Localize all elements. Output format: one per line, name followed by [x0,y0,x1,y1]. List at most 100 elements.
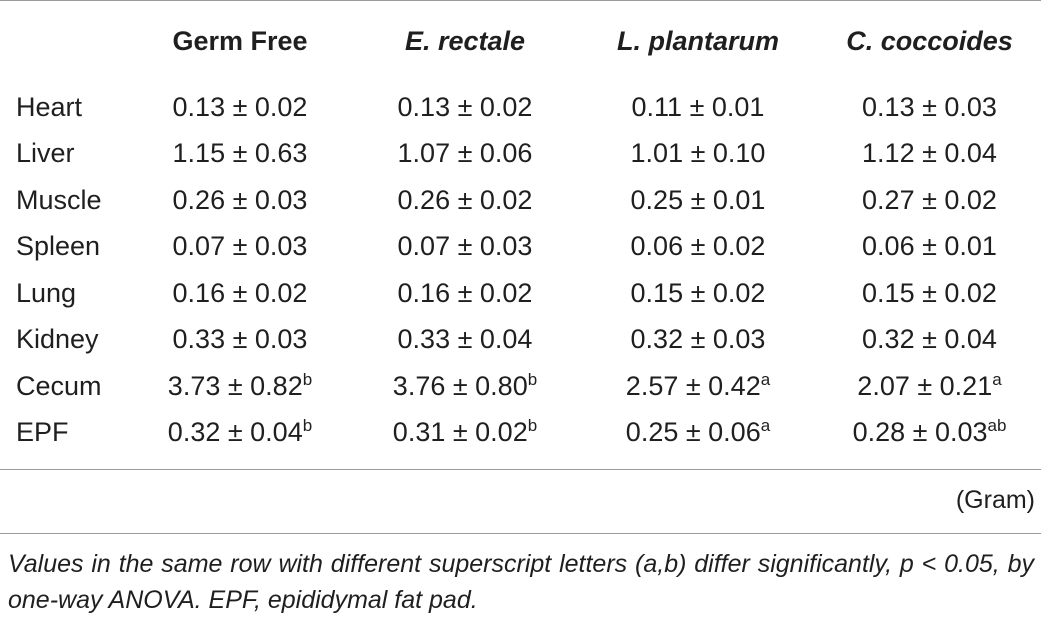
table-row: Kidney 0.33 ± 0.03 0.33 ± 0.04 0.32 ± 0.03 0… [0,317,1041,364]
cell-value: 0.16 ± 0.02 [172,277,308,308]
header-cell-blank [0,0,128,82]
table-cell: 0.25 ± 0.01 [578,177,818,224]
cell-value: 0.33 ± 0.04 [397,324,533,355]
table-row: Lung 0.16 ± 0.02 0.16 ± 0.02 0.15 ± 0.02 0.1… [0,270,1041,317]
cell-value: 2.57 ± 0.42 [625,370,761,401]
row-label: Heart [16,91,83,122]
cell-value: 0.26 ± 0.03 [172,184,308,215]
table-cell: 0.33 ± 0.04 [352,317,578,364]
cell-value: 0.06 ± 0.02 [630,231,766,262]
table-cell: 0.27 ± 0.02 [818,177,1041,224]
cell-value: 0.31 ± 0.02 [392,417,528,448]
significance-superscript: b [527,416,538,436]
cell-value: 0.15 ± 0.02 [862,277,997,308]
cell-value: 0.15 ± 0.02 [630,277,766,308]
cell-value: 0.27 ± 0.02 [862,184,997,215]
significance-superscript: b [302,369,313,389]
cell-value: 0.26 ± 0.02 [397,184,533,215]
cell-value: 0.28 ± 0.03 [852,417,988,448]
cell-value: 0.16 ± 0.02 [397,277,533,308]
footnote-rule [0,533,1041,534]
table-cell: 3.73 ± 0.82b [128,363,352,410]
table-bottom-rule [0,469,1041,470]
row-label: Spleen [16,231,101,262]
cell-value: 0.33 ± 0.03 [172,324,308,355]
table-cell: 0.32 ± 0.03 [578,317,818,364]
cell-value: 0.32 ± 0.04 [862,324,997,355]
table-row: Spleen 0.07 ± 0.03 0.07 ± 0.03 0.06 ± 0.02 0… [0,224,1041,271]
table-row: Heart 0.13 ± 0.02 0.13 ± 0.02 0.11 ± 0.01 0.… [0,82,1041,131]
table-row: EPF 0.32 ± 0.04b 0.31 ± 0.02b 0.25 ± 0.06a 0… [0,410,1041,457]
table-cell: 0.28 ± 0.03ab [818,410,1041,457]
row-label: Cecum [16,370,102,401]
significance-superscript: b [302,416,313,436]
table-cell: 0.31 ± 0.02b [352,410,578,457]
cell-value: 0.13 ± 0.02 [397,91,533,122]
unit-label: (Gram) [955,486,1035,514]
significance-superscript: a [992,369,1002,389]
cell-value: 0.25 ± 0.06 [625,417,761,448]
table-cell: 2.07 ± 0.21a [818,363,1041,410]
cell-value: 3.76 ± 0.80 [392,370,528,401]
significance-superscript: a [760,369,771,389]
row-label: Liver [16,138,75,169]
header-row: Germ Free E. rectale L. plantarum C. coc… [0,0,1041,82]
table-cell: 0.13 ± 0.03 [818,82,1041,131]
top-rule [0,0,1041,1]
table-cell: 1.15 ± 0.63 [128,131,352,178]
table-cell: 0.25 ± 0.06a [578,410,818,457]
cell-value: 0.07 ± 0.03 [172,231,308,262]
table-cell: 0.16 ± 0.02 [128,270,352,317]
table-cell: 0.26 ± 0.02 [352,177,578,224]
cell-value: 0.07 ± 0.03 [397,231,533,262]
table-cell: 0.11 ± 0.01 [578,82,818,131]
cell-value: 1.12 ± 0.04 [862,138,997,169]
cell-value: 0.13 ± 0.03 [862,91,997,122]
table-cell: 0.07 ± 0.03 [128,224,352,271]
cell-value: 1.15 ± 0.63 [172,138,308,169]
table-cell: 1.01 ± 0.10 [578,131,818,178]
table-cell: 0.06 ± 0.02 [578,224,818,271]
table-cell: 0.07 ± 0.03 [352,224,578,271]
row-label: Muscle [16,184,102,215]
cell-value: 0.13 ± 0.02 [172,91,308,122]
table-cell: 2.57 ± 0.42a [578,363,818,410]
table-cell: 0.32 ± 0.04b [128,410,352,457]
cell-value: 1.01 ± 0.10 [630,138,766,169]
table-cell: 0.33 ± 0.03 [128,317,352,364]
cell-value: 0.32 ± 0.03 [630,324,766,355]
header-germ-free: Germ Free [172,25,308,56]
table-cell: 0.32 ± 0.04 [818,317,1041,364]
row-label: Lung [16,277,77,308]
cell-value: 0.25 ± 0.01 [630,184,766,215]
cell-value: 0.11 ± 0.01 [631,91,765,122]
header-l-plantarum: L. plantarum [616,25,779,56]
row-label: Kidney [16,324,99,355]
table-row: Muscle 0.26 ± 0.03 0.26 ± 0.02 0.25 ± 0.01 0… [0,177,1041,224]
cell-value: 0.06 ± 0.01 [862,231,997,262]
cell-value: 1.07 ± 0.06 [397,138,533,169]
row-label: EPF [16,417,69,448]
table-cell: 0.15 ± 0.02 [578,270,818,317]
table-cell: 0.26 ± 0.03 [128,177,352,224]
cell-value: 3.73 ± 0.82 [167,370,303,401]
organ-weight-table: Germ Free E. rectale L. plantarum C. coc… [0,0,1041,456]
table-cell: 0.13 ± 0.02 [352,82,578,131]
header-c-coccoides: C. coccoides [846,25,1013,56]
table-cell: 0.15 ± 0.02 [818,270,1041,317]
table-row: Cecum 3.73 ± 0.82b 3.76 ± 0.80b 2.57 ± 0.42… [0,363,1041,410]
cell-value: 0.32 ± 0.04 [167,417,303,448]
table-cell: 0.13 ± 0.02 [128,82,352,131]
table-body: Heart 0.13 ± 0.02 0.13 ± 0.02 0.11 ± 0.01 0.… [0,82,1041,456]
significance-superscript: a [760,416,771,436]
cell-value: 2.07 ± 0.21 [857,370,993,401]
significance-superscript: b [527,369,538,389]
table-footnote: Values in the same row with different su… [8,550,1034,614]
table-cell: 1.07 ± 0.06 [352,131,578,178]
significance-superscript: ab [987,416,1007,436]
header-e-rectale: E. rectale [404,25,526,56]
table-cell: 3.76 ± 0.80b [352,363,578,410]
table-cell: 0.06 ± 0.01 [818,224,1041,271]
table-cell: 0.16 ± 0.02 [352,270,578,317]
